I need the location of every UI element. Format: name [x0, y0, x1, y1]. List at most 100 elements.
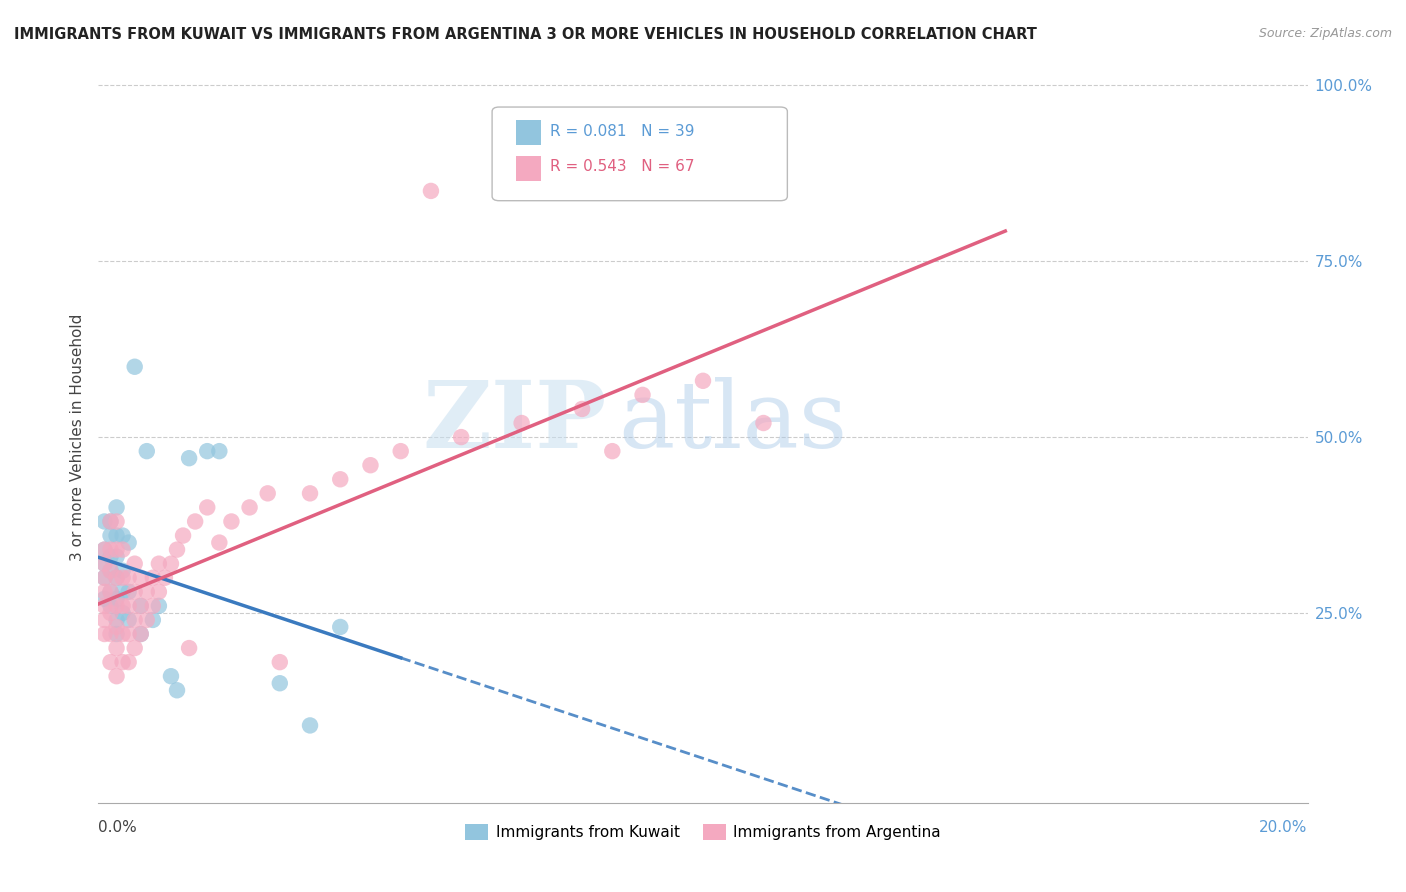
Point — [105, 613, 128, 627]
Point — [153, 571, 176, 585]
Point — [692, 374, 714, 388]
Point — [631, 388, 654, 402]
Point — [105, 542, 128, 557]
Point — [142, 571, 165, 585]
Point — [105, 500, 128, 515]
Point — [160, 557, 183, 571]
Point — [105, 599, 128, 613]
Point — [118, 627, 141, 641]
Point — [93, 542, 115, 557]
Point — [111, 655, 134, 669]
Point — [105, 528, 128, 542]
Point — [129, 599, 152, 613]
Point — [208, 535, 231, 549]
Y-axis label: 3 or more Vehicles in Household: 3 or more Vehicles in Household — [69, 313, 84, 561]
Point — [118, 655, 141, 669]
Point — [105, 571, 128, 585]
Point — [179, 641, 201, 656]
Point — [256, 486, 278, 500]
Point — [118, 571, 141, 585]
Point — [93, 542, 115, 557]
Point — [93, 571, 115, 585]
Point — [111, 599, 134, 613]
Point — [269, 676, 291, 690]
Text: ZIP: ZIP — [422, 377, 606, 467]
Point — [93, 599, 115, 613]
Text: 20.0%: 20.0% — [1260, 820, 1308, 835]
Point — [510, 416, 533, 430]
Point — [105, 571, 128, 585]
Point — [329, 620, 352, 634]
Point — [100, 655, 122, 669]
Point — [100, 515, 122, 529]
Point — [111, 627, 134, 641]
Text: R = 0.081   N = 39: R = 0.081 N = 39 — [550, 124, 695, 138]
Text: 0.0%: 0.0% — [98, 820, 138, 835]
Point — [105, 549, 128, 564]
Point — [208, 444, 231, 458]
Point — [602, 444, 624, 458]
Point — [118, 535, 141, 549]
Point — [195, 500, 218, 515]
Point — [129, 627, 152, 641]
Point — [124, 359, 146, 374]
Point — [142, 613, 165, 627]
Point — [100, 599, 122, 613]
Point — [124, 613, 146, 627]
Point — [148, 599, 170, 613]
Text: Source: ZipAtlas.com: Source: ZipAtlas.com — [1258, 27, 1392, 40]
Point — [221, 515, 243, 529]
Point — [105, 591, 128, 606]
Point — [184, 515, 207, 529]
Point — [93, 515, 115, 529]
Point — [160, 669, 183, 683]
Point — [124, 584, 146, 599]
Point — [100, 515, 122, 529]
Point — [105, 515, 128, 529]
Point — [111, 606, 134, 620]
Point — [329, 472, 352, 486]
Point — [111, 571, 134, 585]
Text: IMMIGRANTS FROM KUWAIT VS IMMIGRANTS FROM ARGENTINA 3 OR MORE VEHICLES IN HOUSEH: IMMIGRANTS FROM KUWAIT VS IMMIGRANTS FRO… — [14, 27, 1038, 42]
Point — [195, 444, 218, 458]
Legend: Immigrants from Kuwait, Immigrants from Argentina: Immigrants from Kuwait, Immigrants from … — [460, 817, 946, 847]
Point — [752, 416, 775, 430]
Point — [118, 613, 141, 627]
Point — [124, 557, 146, 571]
Point — [105, 627, 128, 641]
Point — [148, 557, 170, 571]
Point — [100, 549, 122, 564]
Point — [239, 500, 262, 515]
Point — [135, 444, 157, 458]
Point — [166, 683, 188, 698]
Point — [93, 557, 115, 571]
Point — [118, 599, 141, 613]
Point — [571, 401, 593, 416]
Point — [118, 584, 141, 599]
Point — [93, 613, 115, 627]
Point — [111, 542, 134, 557]
Point — [360, 458, 382, 473]
Point — [135, 613, 157, 627]
Point — [93, 557, 115, 571]
Point — [299, 718, 322, 732]
Point — [129, 571, 152, 585]
Point — [100, 584, 122, 599]
Point — [105, 669, 128, 683]
Point — [179, 451, 201, 466]
Point — [100, 584, 122, 599]
Point — [124, 641, 146, 656]
Point — [450, 430, 472, 444]
Point — [142, 599, 165, 613]
Point — [93, 591, 115, 606]
Text: R = 0.543   N = 67: R = 0.543 N = 67 — [550, 160, 695, 174]
Point — [100, 606, 122, 620]
Point — [135, 584, 157, 599]
Point — [299, 486, 322, 500]
Point — [111, 564, 134, 578]
Text: atlas: atlas — [619, 377, 848, 467]
Point — [420, 184, 443, 198]
Point — [100, 542, 122, 557]
Point — [93, 584, 115, 599]
Point — [166, 542, 188, 557]
